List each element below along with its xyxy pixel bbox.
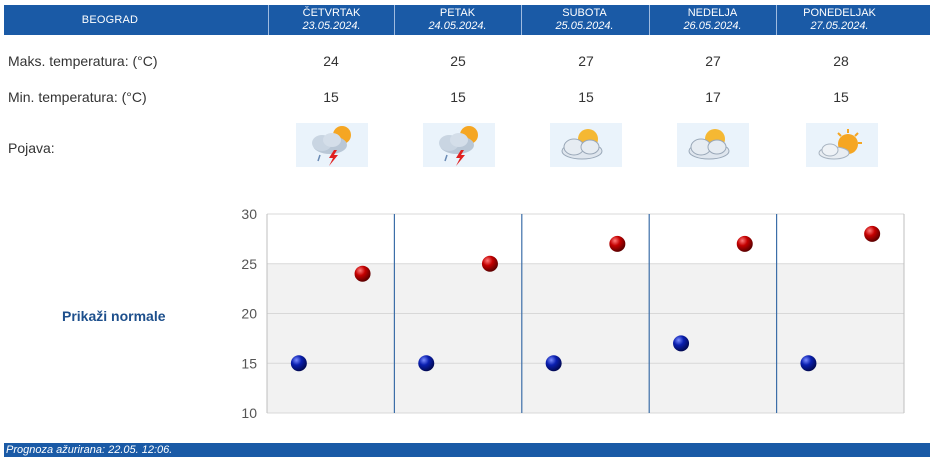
storm-cloud-sun-icon bbox=[296, 123, 368, 167]
min-temp-point bbox=[673, 335, 690, 352]
max-temp-value: 28 bbox=[833, 53, 849, 69]
y-tick-label: 25 bbox=[241, 256, 257, 272]
storm-cloud-sun-icon bbox=[423, 123, 495, 167]
day-date: 27.05.2024. bbox=[810, 20, 869, 32]
chart-bands bbox=[267, 263, 904, 413]
day-date: 26.05.2024. bbox=[683, 20, 742, 32]
min-temp-value: 17 bbox=[705, 89, 721, 105]
day-name: SUBOTA bbox=[562, 7, 607, 19]
max-temp-value: 27 bbox=[578, 53, 594, 69]
grid-band bbox=[267, 263, 904, 314]
forecast-header: BEOGRAD ČETVRTAK 23.05.2024. PETAK 24.05… bbox=[4, 5, 930, 35]
day-name: PONEDELJAK bbox=[803, 7, 876, 19]
min-temp-point bbox=[418, 355, 435, 372]
day-column-3: SUBOTA 25.05.2024. bbox=[521, 5, 647, 35]
min-temp-point bbox=[800, 355, 817, 372]
min-temp-point bbox=[290, 355, 307, 372]
day-column-4: NEDELJA 26.05.2024. bbox=[649, 5, 775, 35]
min-temp-value: 15 bbox=[323, 89, 339, 105]
min-temp-value: 15 bbox=[450, 89, 466, 105]
max-temp-value: 25 bbox=[450, 53, 466, 69]
max-temp-point bbox=[481, 255, 498, 272]
day-column-2: PETAK 24.05.2024. bbox=[394, 5, 520, 35]
day-name: NEDELJA bbox=[687, 7, 738, 19]
day-column-1: ČETVRTAK 23.05.2024. bbox=[268, 5, 394, 35]
day-date: 23.05.2024. bbox=[302, 20, 361, 32]
max-temp-point bbox=[609, 235, 626, 252]
chart-grid bbox=[266, 213, 905, 414]
max-temp-point bbox=[354, 265, 371, 282]
day-date: 24.05.2024. bbox=[428, 20, 487, 32]
chart-marks bbox=[290, 225, 881, 372]
day-column-5: PONEDELJAK 27.05.2024. bbox=[776, 5, 902, 35]
partly-cloudy-icon bbox=[550, 123, 622, 167]
max-temp-value: 24 bbox=[323, 53, 339, 69]
y-axis-ticks: 10 15 20 25 30 bbox=[241, 206, 257, 421]
min-temp-label: Min. temperatura: (°C) bbox=[8, 89, 147, 105]
max-temp-value: 27 bbox=[705, 53, 721, 69]
show-normals-link[interactable]: Prikaži normale bbox=[62, 308, 166, 324]
max-temp-point bbox=[736, 235, 753, 252]
min-temp-point bbox=[545, 355, 562, 372]
grid-band bbox=[267, 363, 904, 413]
partly-cloudy-icon bbox=[677, 123, 749, 167]
update-info: Prognoza ažurirana: 22.05. 12:06. bbox=[4, 443, 930, 457]
grid-band bbox=[267, 313, 904, 364]
sun-cloud-icon bbox=[806, 123, 878, 167]
y-tick-label: 10 bbox=[241, 405, 257, 421]
temperature-chart: 10 15 20 25 30 bbox=[241, 206, 905, 421]
day-name: PETAK bbox=[439, 7, 476, 19]
day-name: ČETVRTAK bbox=[302, 7, 361, 19]
y-tick-label: 20 bbox=[241, 306, 257, 322]
y-tick-label: 30 bbox=[241, 206, 257, 222]
min-temp-value: 15 bbox=[833, 89, 849, 105]
y-tick-label: 15 bbox=[241, 355, 257, 371]
max-temp-point bbox=[864, 225, 881, 242]
city-name: BEOGRAD bbox=[81, 14, 139, 26]
max-temp-label: Maks. temperatura: (°C) bbox=[8, 53, 158, 69]
day-date: 25.05.2024. bbox=[555, 20, 614, 32]
min-temp-value: 15 bbox=[578, 89, 594, 105]
weather-label: Pojava: bbox=[8, 140, 55, 156]
